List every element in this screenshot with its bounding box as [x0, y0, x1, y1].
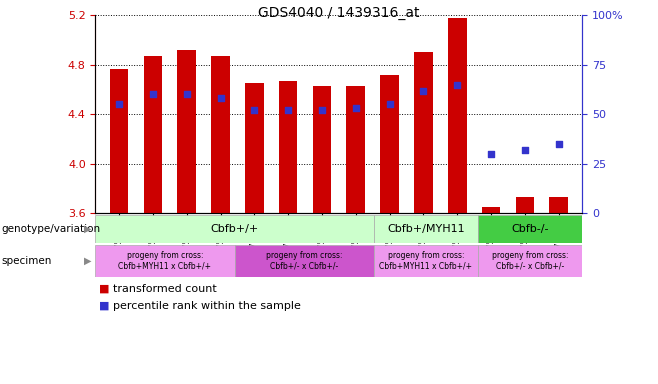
Point: [553, 141, 564, 147]
Point: [418, 88, 428, 94]
Bar: [516, 197, 534, 213]
Bar: [178, 50, 196, 213]
Text: GDS4040 / 1439316_at: GDS4040 / 1439316_at: [258, 6, 420, 20]
Text: ■: ■: [99, 301, 109, 311]
Point: [114, 101, 124, 108]
Bar: [414, 53, 433, 213]
Point: [351, 105, 361, 111]
Bar: [234, 245, 374, 277]
Point: [249, 107, 260, 113]
Bar: [448, 18, 467, 213]
Text: progeny from cross:
Cbfb+MYH11 x Cbfb+/+: progeny from cross: Cbfb+MYH11 x Cbfb+/+: [379, 251, 472, 271]
Text: specimen: specimen: [1, 256, 52, 266]
Text: ▶: ▶: [84, 224, 91, 234]
Text: Cbfb+/+: Cbfb+/+: [211, 224, 259, 234]
Bar: [549, 197, 568, 213]
Bar: [95, 245, 234, 277]
Point: [486, 151, 496, 157]
Bar: [313, 86, 331, 213]
Bar: [211, 56, 230, 213]
Point: [215, 95, 226, 101]
Point: [182, 91, 192, 98]
Point: [316, 107, 327, 113]
Point: [520, 147, 530, 153]
Text: genotype/variation: genotype/variation: [1, 224, 101, 234]
Bar: [374, 245, 478, 277]
Text: Cbfb+/MYH11: Cbfb+/MYH11: [387, 224, 465, 234]
Bar: [374, 215, 478, 243]
Bar: [478, 215, 582, 243]
Text: progeny from cross:
Cbfb+MYH11 x Cbfb+/+: progeny from cross: Cbfb+MYH11 x Cbfb+/+: [118, 251, 211, 271]
Bar: [143, 56, 162, 213]
Text: ▶: ▶: [84, 256, 91, 266]
Point: [283, 107, 293, 113]
Point: [147, 91, 158, 98]
Text: progeny from cross:
Cbfb+/- x Cbfb+/-: progeny from cross: Cbfb+/- x Cbfb+/-: [266, 251, 342, 271]
Text: ■: ■: [99, 284, 109, 294]
Bar: [347, 86, 365, 213]
Bar: [380, 75, 399, 213]
Bar: [478, 245, 582, 277]
Bar: [110, 68, 128, 213]
Text: transformed count: transformed count: [113, 284, 217, 294]
Text: progeny from cross:
Cbfb+/- x Cbfb+/-: progeny from cross: Cbfb+/- x Cbfb+/-: [492, 251, 569, 271]
Bar: [279, 81, 297, 213]
Text: percentile rank within the sample: percentile rank within the sample: [113, 301, 301, 311]
Bar: [245, 83, 264, 213]
Point: [452, 81, 463, 88]
Text: Cbfb-/-: Cbfb-/-: [511, 224, 549, 234]
Bar: [482, 207, 500, 213]
Point: [384, 101, 395, 108]
Bar: [95, 215, 374, 243]
